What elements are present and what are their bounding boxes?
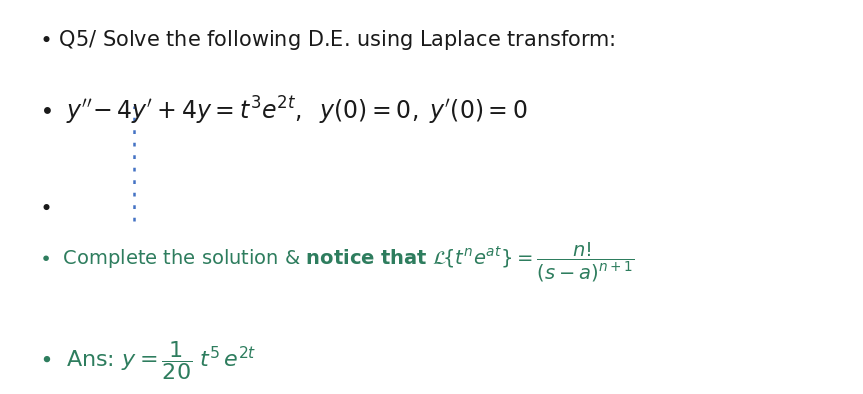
Text: $\bullet$ Q5/ Solve the following D.E. using Laplace transform:: $\bullet$ Q5/ Solve the following D.E. u…	[39, 28, 615, 52]
Text: $\bullet\;$ Complete the solution & $\mathbf{notice\ that}$ $\mathcal{L}\!\left\: $\bullet\;$ Complete the solution & $\ma…	[39, 240, 634, 284]
Text: $\bullet$: $\bullet$	[39, 197, 50, 217]
Text: $\bullet\;\; y''\!-4y'+4y = t^3e^{2t},\;\; y(0)=0,\; y'(0)=0$: $\bullet\;\; y''\!-4y'+4y = t^3e^{2t},\;…	[39, 95, 527, 127]
Text: $\bullet\;$ Ans: $y = \dfrac{1}{20}\; t^5\, e^{2t}$: $\bullet\;$ Ans: $y = \dfrac{1}{20}\; t^…	[39, 339, 256, 382]
